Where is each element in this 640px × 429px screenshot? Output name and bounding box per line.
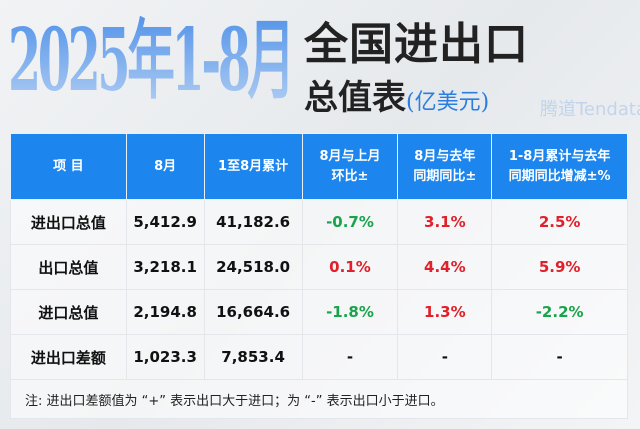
cell-item: 进口总值	[10, 289, 127, 335]
column-header: 8月	[125, 133, 205, 200]
cell-cum-yoy: -2.2%	[491, 289, 628, 335]
cell-cum: 7,853.4	[203, 334, 303, 380]
table-row: 出口总值 3,218.1 24,518.0 0.1% 4.4% 5.9%	[10, 244, 628, 290]
cell-yoy: 3.1%	[397, 199, 493, 245]
title-sub: 总值表(亿美元)	[304, 76, 489, 125]
note-row: 注: 进出口差额值为 “+” 表示出口大于进口；为 “-” 表示出口小于进口。	[10, 379, 628, 419]
cell-mom: -1.8%	[301, 289, 399, 335]
cell-aug: 1,023.3	[125, 334, 205, 380]
cell-yoy: 1.3%	[397, 289, 493, 335]
column-header: 1-8月累计与去年 同期同比增减±%	[491, 133, 628, 200]
table-row: 进出口总值 5,412.9 41,182.6 -0.7% 3.1% 2.5%	[10, 199, 628, 245]
cell-item: 进出口总值	[10, 199, 127, 245]
cell-mom: 0.1%	[301, 244, 399, 290]
cell-cum: 41,182.6	[203, 199, 303, 245]
cell-cum: 16,664.6	[203, 289, 303, 335]
column-header: 项 目	[10, 133, 127, 200]
cell-cum-yoy: 5.9%	[491, 244, 628, 290]
trade-table: 项 目 8月 1至8月累计 8月与上月 环比± 8月与去年 同期同比± 1-8月累计与去年…	[10, 133, 628, 419]
table-note: 注: 进出口差额值为 “+” 表示出口大于进口；为 “-” 表示出口小于进口。	[10, 379, 628, 419]
cell-mom: -0.7%	[301, 199, 399, 245]
cell-cum: 24,518.0	[203, 244, 303, 290]
cell-cum-yoy: 2.5%	[491, 199, 628, 245]
cell-item: 进出口差额	[10, 334, 127, 380]
title-unit: (亿美元)	[406, 90, 490, 115]
watermark: 腾道Tendata	[540, 99, 640, 120]
cell-aug: 2,194.8	[125, 289, 205, 335]
cell-item: 出口总值	[10, 244, 127, 290]
table-header: 项 目 8月 1至8月累计 8月与上月 环比± 8月与去年 同期同比± 1-8月累计与去年…	[10, 133, 628, 200]
column-header: 8月与上月 环比±	[301, 133, 399, 200]
cell-mom: -	[301, 334, 399, 380]
cell-aug: 5,412.9	[125, 199, 205, 245]
title-sub-text: 总值表	[304, 78, 406, 118]
cell-cum-yoy: -	[491, 334, 628, 380]
cell-aug: 3,218.1	[125, 244, 205, 290]
column-header: 1至8月累计	[203, 133, 303, 200]
cell-yoy: 4.4%	[397, 244, 493, 290]
column-header: 8月与去年 同期同比±	[397, 133, 493, 200]
cell-yoy: -	[397, 334, 493, 380]
title-period: 2025年1-8月	[8, 6, 295, 116]
title-main: 全国进出口	[304, 19, 529, 70]
table-row: 进出口差额 1,023.3 7,853.4- - -	[10, 334, 628, 380]
table-row: 进口总值 2,194.8 16,664.6 -1.8% 1.3% -2.2%	[10, 289, 628, 335]
